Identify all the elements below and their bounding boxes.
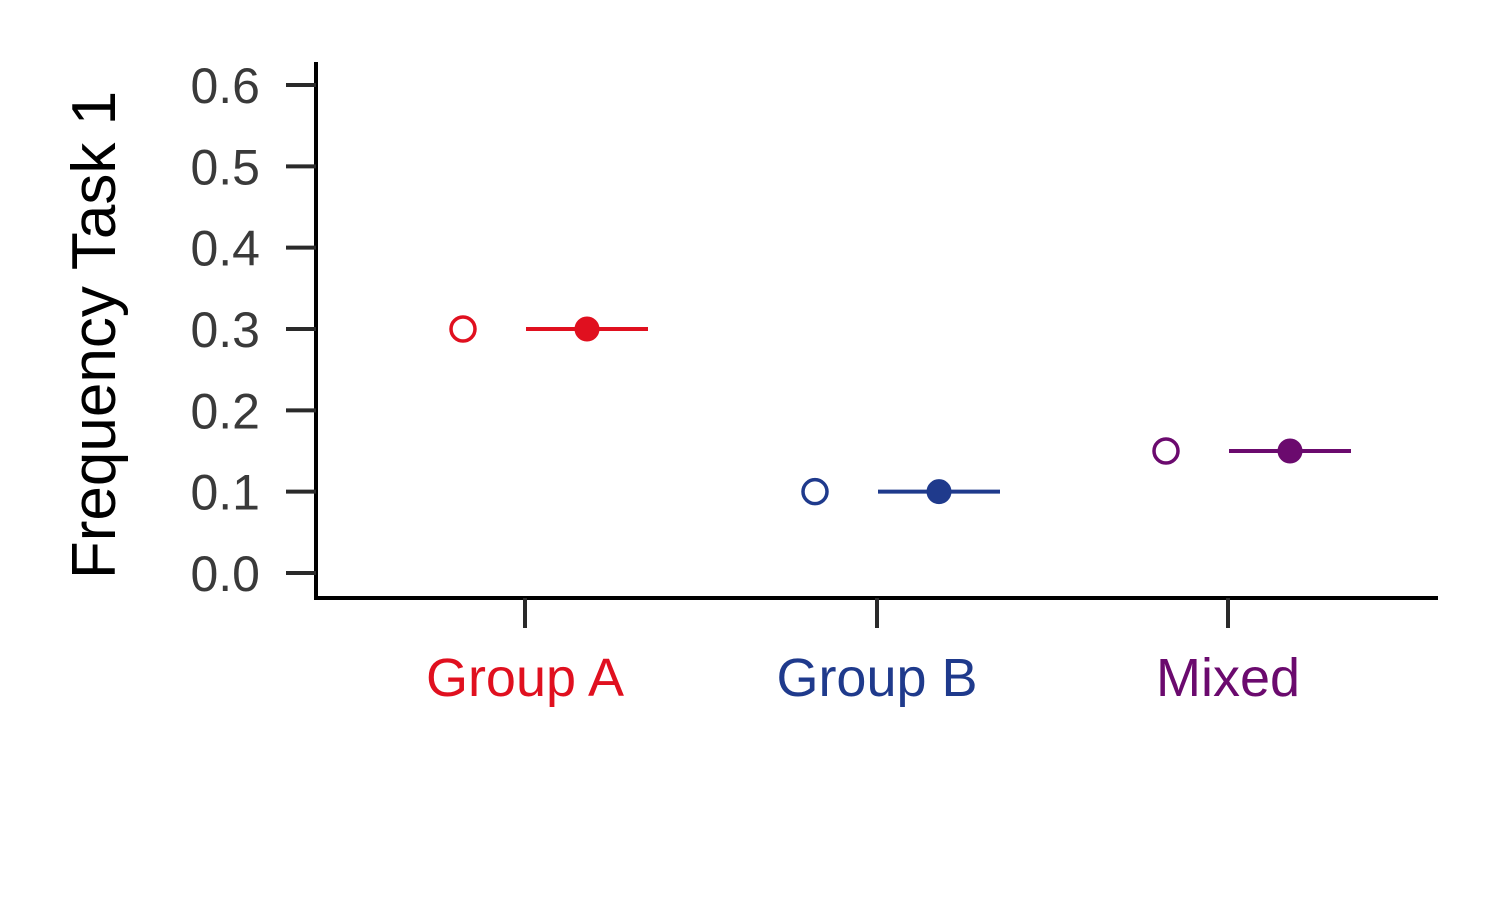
y-tick-label: 0.3 <box>190 302 260 358</box>
y-tick-label: 0.1 <box>190 465 260 521</box>
filled-point <box>1277 438 1303 464</box>
x-tick-label: Group A <box>426 648 624 708</box>
y-tick-label: 0.6 <box>190 58 260 114</box>
filled-point <box>926 479 952 505</box>
y-tick-label: 0.2 <box>190 383 260 439</box>
y-tick-label: 0.5 <box>190 139 260 195</box>
open-point <box>801 477 829 506</box>
filled-point <box>574 316 600 342</box>
open-point <box>449 315 477 343</box>
y-axis: 0.0 0.1 0.2 0.3 0.4 0.5 0.6 <box>190 58 318 602</box>
x-tick-label: Mixed <box>1156 648 1300 708</box>
open-point <box>1152 437 1180 465</box>
x-axis: Group A Group B Mixed <box>314 596 1438 708</box>
x-tick-label: Group B <box>776 648 977 708</box>
y-tick-label: 0.0 <box>190 546 260 602</box>
plot-marks <box>449 315 1351 506</box>
y-tick-label: 0.4 <box>190 221 260 277</box>
y-axis-title: Frequency Task 1 <box>60 91 129 579</box>
